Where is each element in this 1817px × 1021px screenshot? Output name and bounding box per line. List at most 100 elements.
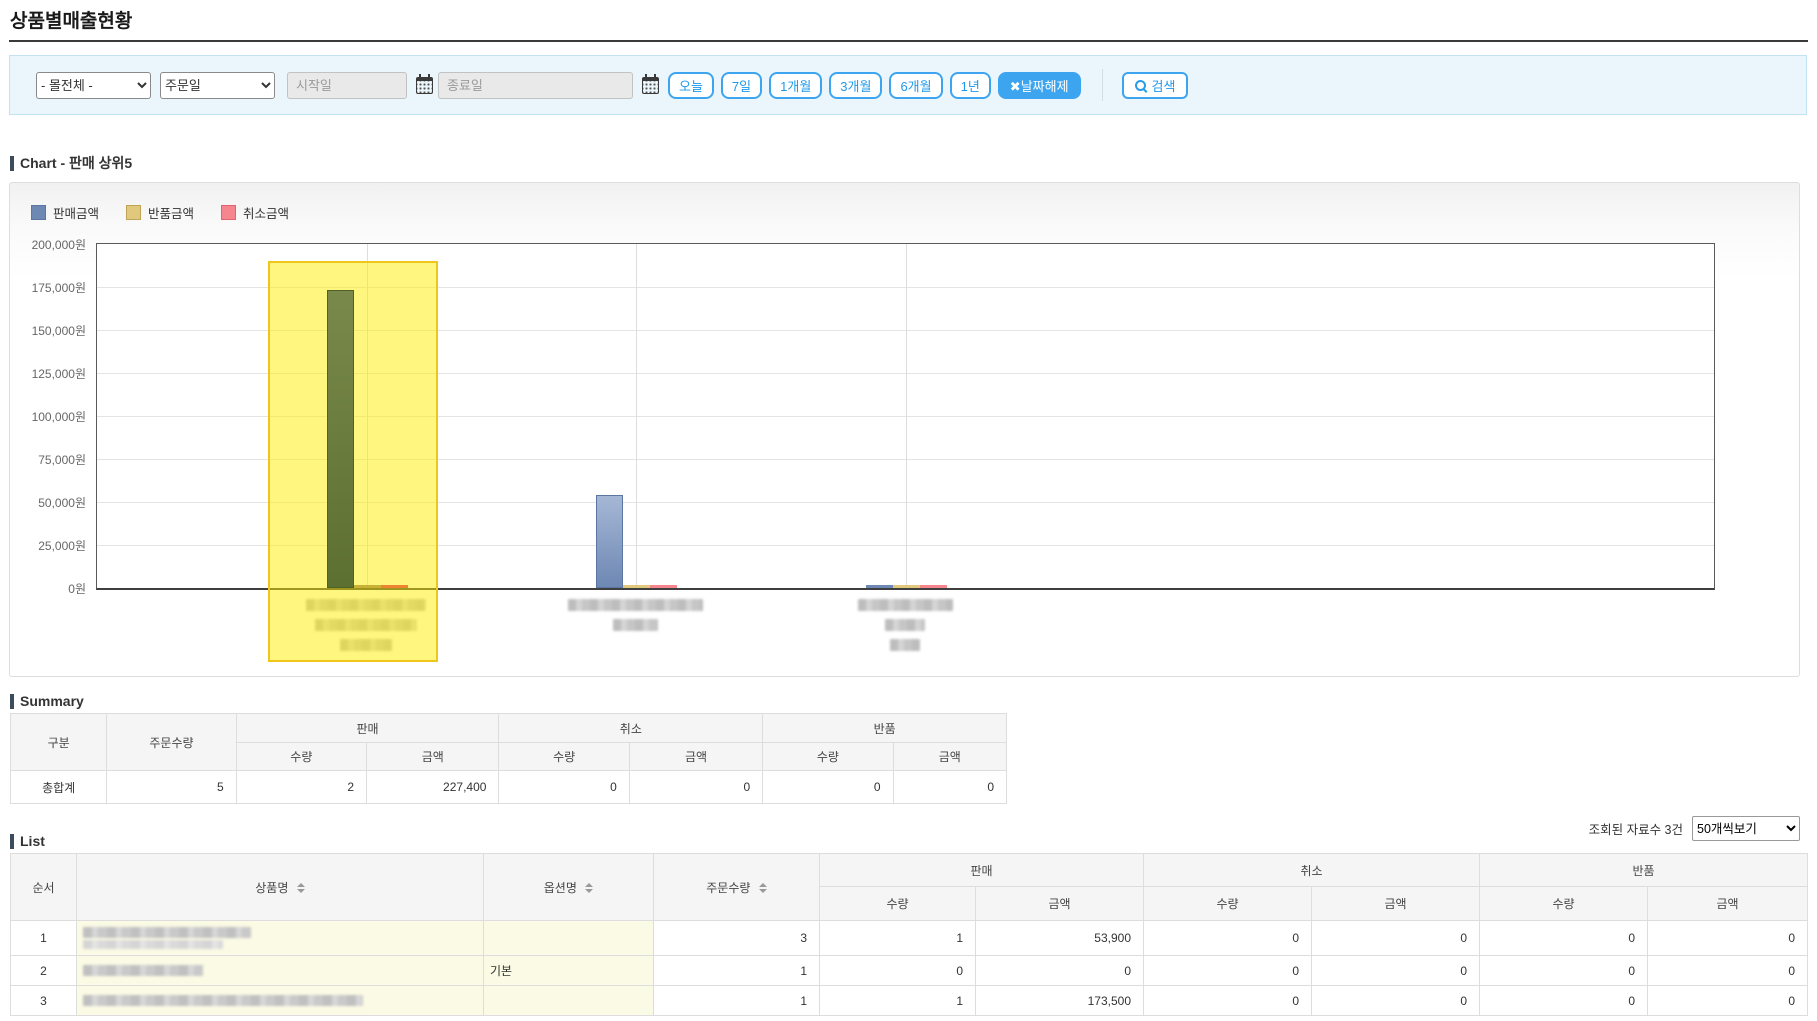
legend-item-cancel[interactable]: 취소금액 xyxy=(221,203,289,222)
section-bar-icon xyxy=(10,693,14,709)
list-col-product[interactable]: 상품명 xyxy=(76,853,484,921)
row-option xyxy=(483,985,654,1016)
list-col-option-label: 옵션명 xyxy=(543,880,577,895)
row-sales-amount: 0 xyxy=(975,955,1144,986)
list-section-title: List xyxy=(20,833,45,849)
blurred-category-label xyxy=(857,599,953,611)
search-button[interactable]: 검색 xyxy=(1121,71,1189,99)
end-date-input[interactable] xyxy=(438,71,633,99)
summary-section-header: Summary xyxy=(10,693,84,709)
list-group-sales: 판매 xyxy=(819,853,1144,887)
bar-취소금액-1[interactable] xyxy=(381,585,408,588)
bar-반품금액-2[interactable] xyxy=(623,585,650,588)
chart-legend: 판매금액 반품금액 취소금액 xyxy=(31,203,289,222)
row-product-name xyxy=(76,920,484,956)
legend-item-returns[interactable]: 반품금액 xyxy=(126,203,194,222)
list-col-amount: 금액 xyxy=(975,886,1144,921)
chart-gridline xyxy=(97,373,1714,374)
row-option: 기본 xyxy=(483,955,654,986)
bar-취소금액-3[interactable] xyxy=(920,585,947,588)
blurred-product-name xyxy=(83,927,251,938)
summary-col-order-qty: 주문수량 xyxy=(106,713,237,771)
legend-label: 판매금액 xyxy=(53,207,100,221)
summary-cancel-amount: 0 xyxy=(628,770,764,804)
bar-판매금액-2[interactable] xyxy=(596,495,623,588)
range-3months-button[interactable]: 3개월 xyxy=(829,71,883,99)
start-date-calendar-button[interactable] xyxy=(410,73,433,97)
row-cancel-qty: 0 xyxy=(1143,955,1312,986)
chart-section-title: Chart - 판매 상위5 xyxy=(20,155,133,171)
sort-icon xyxy=(585,883,594,894)
row-sales-amount: 173,500 xyxy=(975,985,1144,1016)
row-sales-qty: 1 xyxy=(819,920,976,956)
list-section-header: List xyxy=(10,833,45,849)
list-col-qty: 수량 xyxy=(819,886,976,921)
y-axis-tick-label: 0원 xyxy=(68,582,86,596)
list-col-option[interactable]: 옵션명 xyxy=(483,853,654,921)
row-sales-amount: 53,900 xyxy=(975,920,1144,956)
mall-select[interactable]: - 몰전체 - xyxy=(36,71,151,99)
summary-table: 구분 주문수량 판매 취소 반품 수량 금액 수량 금액 수량 금액 총합계 5… xyxy=(9,713,1008,804)
blurred-product-subtext xyxy=(83,940,223,949)
calendar-icon xyxy=(642,73,659,94)
blurred-category-label xyxy=(567,599,703,611)
legend-label: 취소금액 xyxy=(243,207,290,221)
range-today-button[interactable]: 오늘 xyxy=(668,71,714,99)
summary-return-qty: 0 xyxy=(762,770,894,804)
legend-item-sales[interactable]: 판매금액 xyxy=(31,203,99,222)
range-6months-button[interactable]: 6개월 xyxy=(889,71,943,99)
range-1month-button[interactable]: 1개월 xyxy=(769,71,823,99)
row-option xyxy=(483,920,654,956)
chart-gridline xyxy=(97,287,1714,288)
summary-col-category: 구분 xyxy=(9,713,108,771)
legend-label: 반품금액 xyxy=(148,207,195,221)
row-order-qty: 3 xyxy=(653,920,820,956)
end-date-calendar-button[interactable] xyxy=(636,73,659,97)
chart-gridline xyxy=(97,459,1714,460)
row-sales-qty: 0 xyxy=(819,955,976,986)
summary-return-amount: 0 xyxy=(892,770,1008,804)
chart-gridline xyxy=(906,244,907,588)
date-type-select[interactable]: 주문일 xyxy=(160,71,275,99)
blurred-category-label xyxy=(890,639,920,651)
start-date-input[interactable] xyxy=(287,71,407,99)
summary-col-amount: 금액 xyxy=(628,742,764,771)
range-7days-button[interactable]: 7일 xyxy=(720,71,763,99)
sort-icon xyxy=(296,883,305,894)
row-no: 1 xyxy=(10,920,77,956)
row-order-qty: 1 xyxy=(653,955,820,986)
list-col-order-qty[interactable]: 주문수량 xyxy=(653,853,820,921)
page-size-select[interactable]: 50개씩보기 xyxy=(1692,816,1800,841)
section-bar-icon xyxy=(10,833,14,849)
bar-취소금액-2[interactable] xyxy=(650,585,677,588)
row-return-qty: 0 xyxy=(1479,985,1648,1016)
row-sales-qty: 1 xyxy=(819,985,976,1016)
summary-cancel-qty: 0 xyxy=(498,770,630,804)
clear-date-button[interactable]: ✖날짜해제 xyxy=(997,71,1081,99)
y-axis-tick-label: 50,000원 xyxy=(38,496,86,510)
result-count-text: 조회된 자료수 3건 xyxy=(1588,823,1683,837)
search-filter-bar: - 몰전체 - 주문일 오늘 7일 1개월 3개월 6개월 1년 ✖날짜해제 검… xyxy=(9,55,1807,115)
row-return-amount: 0 xyxy=(1647,955,1808,986)
returns-swatch-icon xyxy=(126,205,142,220)
bar-반품금액-1[interactable] xyxy=(354,585,381,588)
list-col-product-label: 상품명 xyxy=(255,880,289,895)
bar-반품금액-3[interactable] xyxy=(893,585,920,588)
row-cancel-amount: 0 xyxy=(1311,920,1480,956)
summary-col-qty: 수량 xyxy=(498,742,630,771)
bar-판매금액-3[interactable] xyxy=(866,585,893,588)
sort-icon xyxy=(758,883,767,894)
y-axis-tick-label: 175,000원 xyxy=(31,281,86,295)
list-col-amount: 금액 xyxy=(1647,886,1808,921)
row-cancel-amount: 0 xyxy=(1311,985,1480,1016)
chart-gridline xyxy=(97,330,1714,331)
list-group-cancel: 취소 xyxy=(1143,853,1480,887)
row-return-amount: 0 xyxy=(1647,920,1808,956)
bar-판매금액-1[interactable] xyxy=(327,290,354,588)
range-1year-button[interactable]: 1년 xyxy=(949,71,991,99)
blurred-category-label xyxy=(885,619,925,631)
row-product-name xyxy=(76,985,484,1016)
list-col-qty: 수량 xyxy=(1479,886,1648,921)
list-col-order-qty-label: 주문수량 xyxy=(706,880,751,895)
